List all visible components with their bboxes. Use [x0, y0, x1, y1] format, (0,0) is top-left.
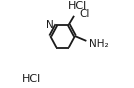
Text: HCl: HCl	[22, 74, 41, 84]
Text: NH₂: NH₂	[89, 39, 109, 49]
Text: N: N	[46, 20, 54, 30]
Text: Cl: Cl	[79, 9, 89, 19]
Text: HCl: HCl	[68, 1, 87, 11]
